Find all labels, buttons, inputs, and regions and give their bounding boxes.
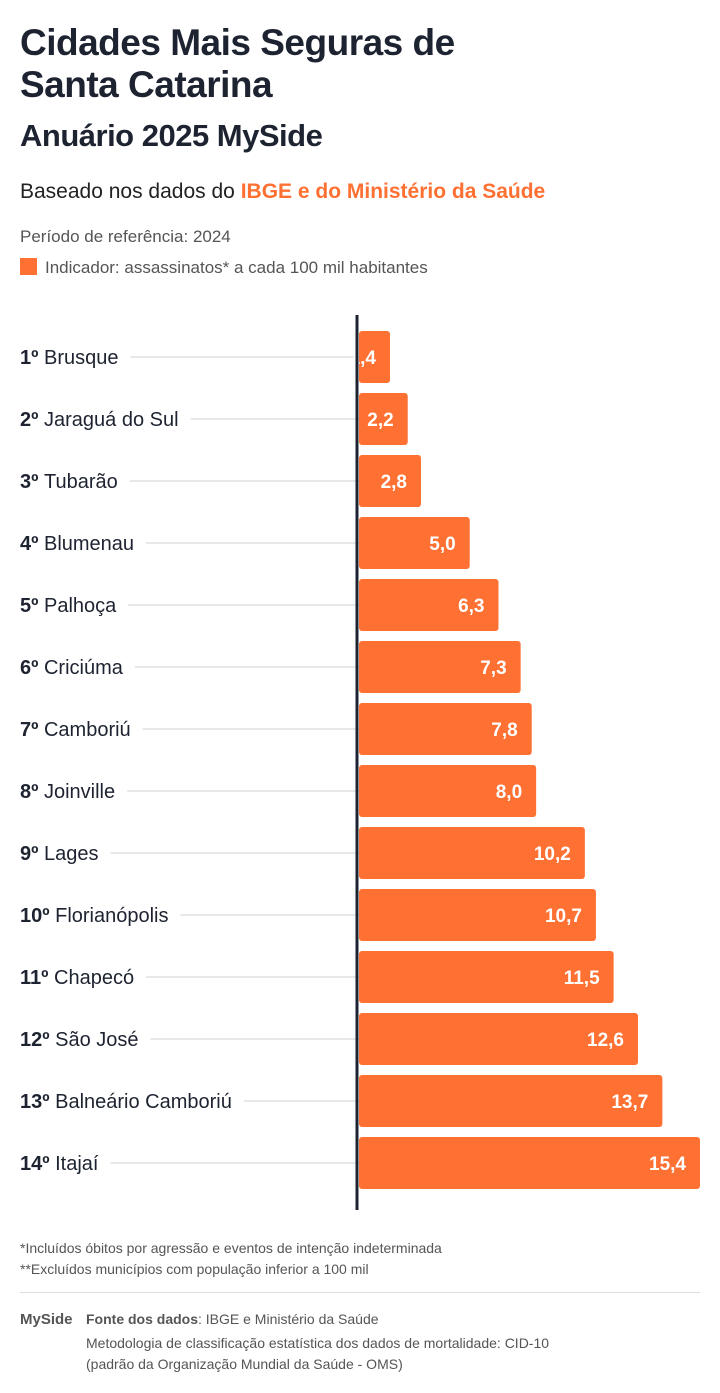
rank-label: 7º	[20, 719, 44, 741]
rank-label: 6º	[20, 657, 44, 679]
bar-value-label: 5,0	[429, 534, 455, 555]
legend: Indicador: assassinatos* a cada 100 mil …	[20, 258, 428, 278]
bar-value-label: 10,7	[545, 906, 582, 927]
bar	[359, 951, 614, 1003]
reference-period: Período de referência: 2024	[20, 227, 231, 246]
rank-label: 3º	[20, 471, 44, 493]
bar	[359, 1137, 700, 1189]
city-name: Lages	[44, 843, 99, 865]
category-label: 12º São José	[20, 1029, 139, 1051]
rank-label: 5º	[20, 595, 44, 617]
bar	[359, 641, 521, 693]
bar-value-label: 7,8	[491, 720, 517, 741]
bar-value-label: 1,4	[350, 348, 377, 369]
rank-label: 10º	[20, 905, 55, 927]
based-highlight: IBGE e do Ministério da Saúde	[240, 180, 546, 203]
city-name: São José	[55, 1029, 138, 1051]
bar-value-label: 15,4	[649, 1154, 686, 1175]
legend-swatch	[20, 258, 37, 275]
rank-label: 1º	[20, 347, 44, 369]
city-name: Balneário Camboriú	[55, 1091, 232, 1113]
category-label: 10º Florianópolis	[20, 905, 169, 927]
category-label: 14º Itajaí	[20, 1153, 99, 1175]
bar	[359, 579, 499, 631]
city-name: Tubarão	[44, 471, 118, 493]
bar-value-label: 11,5	[564, 968, 600, 989]
rank-label: 12º	[20, 1029, 55, 1051]
rank-label: 14º	[20, 1153, 55, 1175]
source-label: Fonte dos dados	[86, 1311, 198, 1327]
city-name: Blumenau	[44, 533, 134, 555]
data-source-line: Baseado nos dados do IBGE e do Ministéri…	[20, 180, 545, 204]
legend-label: Indicador: assassinatos* a cada 100 mil …	[45, 258, 428, 277]
source-text: : IBGE e Ministério da Saúde	[198, 1311, 379, 1327]
chart-title: Cidades Mais Seguras de Santa Catarina	[20, 22, 455, 105]
bar-value-label: 8,0	[496, 782, 522, 803]
rank-label: 8º	[20, 781, 44, 803]
methodology-line-2: (padrão da Organização Mundial da Saúde …	[86, 1356, 403, 1372]
source-line: Fonte dos dados: IBGE e Ministério da Sa…	[86, 1311, 379, 1327]
bar-value-label: 2,2	[367, 410, 393, 431]
bar-value-label: 13,7	[611, 1092, 648, 1113]
bar	[359, 517, 470, 569]
bar	[359, 827, 585, 879]
bar	[359, 889, 596, 941]
chart-subtitle: Anuário 2025 MySide	[20, 118, 323, 153]
category-label: 13º Balneário Camboriú	[20, 1091, 232, 1113]
city-name: Florianópolis	[55, 905, 168, 927]
rank-label: 9º	[20, 843, 44, 865]
myside-logo: MySide	[20, 1311, 73, 1328]
bar	[359, 331, 390, 383]
city-name: Itajaí	[55, 1153, 99, 1175]
city-name: Camboriú	[44, 719, 131, 741]
category-label: 9º Lages	[20, 843, 98, 865]
divider	[20, 1292, 700, 1293]
city-name: Joinville	[44, 781, 115, 803]
bar-value-label: 12,6	[587, 1030, 624, 1051]
category-label: 2º Jaraguá do Sul	[20, 409, 179, 431]
bar-value-label: 2,8	[381, 472, 407, 493]
rank-label: 13º	[20, 1091, 55, 1113]
bar	[359, 1013, 638, 1065]
category-label: 5º Palhoça	[20, 595, 117, 617]
category-label: 3º Tubarão	[20, 471, 118, 493]
category-label: 6º Criciúma	[20, 657, 124, 679]
city-name: Chapecó	[54, 967, 134, 989]
bar	[359, 455, 421, 507]
footnote-2: **Excluídos municípios com população inf…	[20, 1261, 369, 1277]
category-label: 4º Blumenau	[20, 533, 134, 555]
bar-value-label: 7,3	[480, 658, 506, 679]
bar-chart: 1º Brusque 1,4 2º Jaraguá do Sul 2,2 3º Tuba…	[20, 315, 700, 1210]
city-name: Brusque	[44, 347, 119, 369]
methodology-line-1: Metodologia de classificação estatística…	[86, 1335, 550, 1351]
footnote-1: *Incluídos óbitos por agressão e eventos…	[20, 1240, 442, 1256]
city-name: Jaraguá do Sul	[44, 409, 179, 431]
bar-value-label: 10,2	[534, 844, 571, 865]
rank-label: 4º	[20, 533, 44, 555]
bar	[359, 393, 408, 445]
bar-value-label: 6,3	[458, 596, 484, 617]
bar	[359, 765, 537, 817]
category-label: 11º Chapecó	[20, 967, 134, 989]
category-label: 1º Brusque	[20, 347, 118, 369]
rank-label: 2º	[20, 409, 44, 431]
category-label: 8º Joinville	[20, 781, 115, 803]
bar	[359, 703, 532, 755]
city-name: Palhoça	[44, 595, 117, 617]
category-label: 7º Camboriú	[20, 719, 131, 741]
bar	[359, 1075, 663, 1127]
based-prefix: Baseado nos dados do	[20, 180, 241, 203]
city-name: Criciúma	[44, 657, 124, 679]
rank-label: 11º	[20, 967, 54, 989]
